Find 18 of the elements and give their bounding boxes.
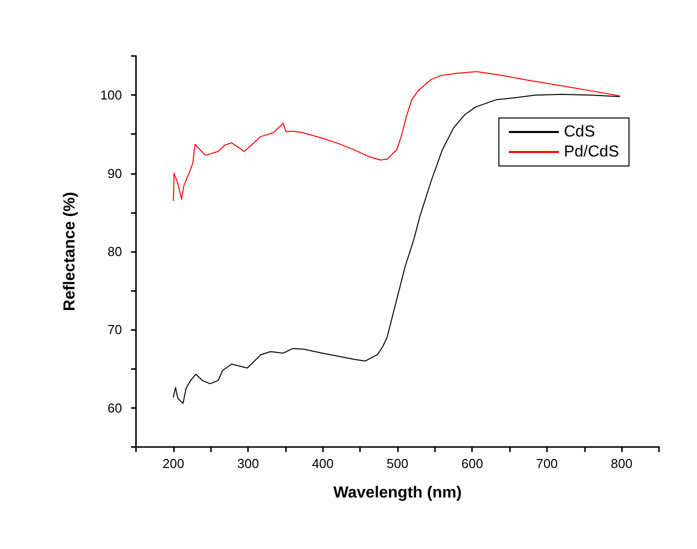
line-series: [172, 94, 620, 404]
y-tick-label: 70: [108, 322, 122, 338]
x-tick-label: 200: [162, 456, 184, 471]
x-axis-title: Wavelength (nm): [333, 484, 462, 502]
x-tick-label: 500: [386, 456, 408, 471]
y-tick-label: 80: [108, 244, 122, 259]
legend-label: CdS: [564, 124, 595, 140]
y-axis-title: Reflectance (%): [62, 192, 78, 312]
x-tick-label: 300: [237, 456, 259, 471]
legend-label: Pd/CdS: [564, 144, 619, 160]
y-tick-label: 100: [100, 88, 122, 103]
x-tick-label: 400: [312, 456, 334, 471]
x-tick-label: 800: [610, 456, 632, 471]
y-tick-label: 90: [108, 166, 122, 181]
x-tick-label: 700: [536, 456, 558, 471]
line-series: [172, 71, 620, 202]
y-tick-label: 60: [108, 400, 122, 416]
x-tick-label: 600: [461, 456, 484, 471]
